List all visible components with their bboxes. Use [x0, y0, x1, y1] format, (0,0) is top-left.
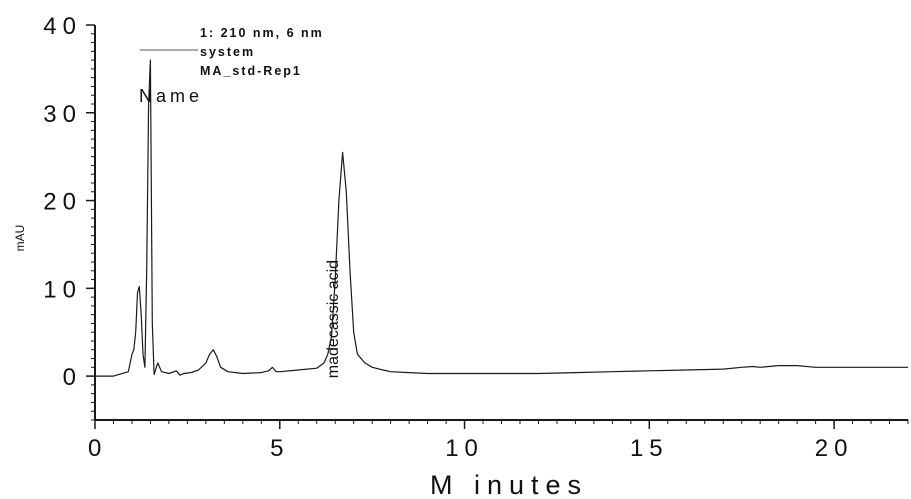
x-tick-label: 0 — [88, 435, 107, 462]
legend-line-2: system — [200, 45, 255, 59]
minor-ticks — [91, 24, 909, 424]
column-header-name: Name — [139, 86, 203, 106]
x-tick-label: 10 — [445, 435, 484, 462]
y-tick-label: 40 — [43, 13, 82, 40]
x-tick-label: 5 — [270, 435, 289, 462]
y-tick-label: 0 — [63, 364, 82, 391]
x-axis-title: M inutes — [430, 470, 588, 499]
legend-line-1: 1: 210 nm, 6 nm — [200, 26, 324, 40]
legend-line-3: MA_std-Rep1 — [200, 64, 302, 78]
tick-labels: 0 5 10 15 20 0 10 20 30 40 — [43, 13, 854, 462]
y-axis-title: mAU — [13, 225, 27, 252]
y-tick-label: 30 — [43, 101, 82, 128]
major-ticks — [86, 24, 835, 429]
x-tick-label: 20 — [815, 435, 854, 462]
y-tick-label: 10 — [43, 276, 82, 303]
axes: 0 5 10 15 20 0 10 20 30 40 — [43, 13, 909, 462]
x-tick-label: 15 — [630, 435, 669, 462]
peak-label: madecassic acid — [325, 260, 342, 378]
y-tick-label: 20 — [43, 189, 82, 216]
legend: 1: 210 nm, 6 nm system MA_std-Rep1 — [140, 26, 324, 78]
chromatogram-line — [95, 59, 908, 377]
peak-labels: madecassic acid — [325, 260, 342, 378]
